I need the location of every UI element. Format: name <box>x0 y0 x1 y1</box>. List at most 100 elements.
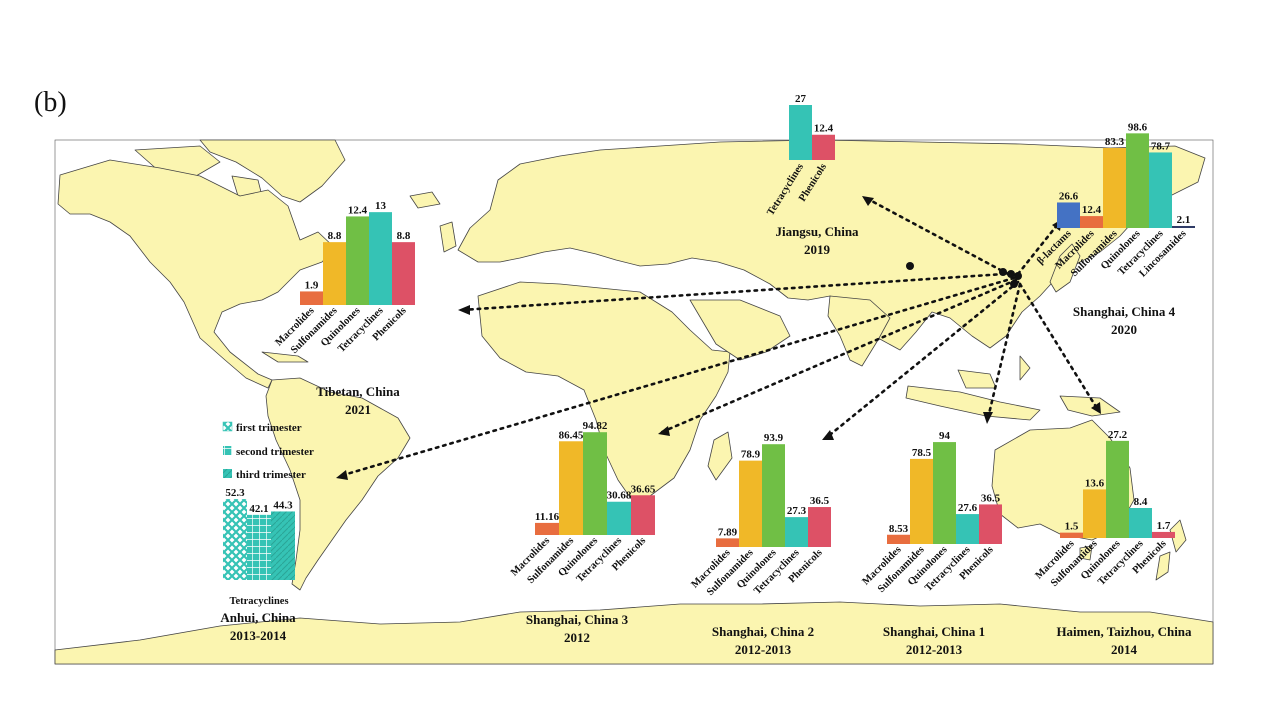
bar-shanghai4-macrolides <box>1080 216 1103 228</box>
legend-swatch-third <box>223 469 232 478</box>
value-label-shanghai4-lactams: 26.6 <box>1059 190 1079 202</box>
land-japan <box>1049 243 1081 293</box>
land-madagascar <box>707 431 733 481</box>
bar-tibetan-sulfonamides <box>323 242 346 305</box>
value-label-shanghai1-tetracyclines: 27.6 <box>958 502 978 514</box>
bar-shanghai4-tetracyclines <box>1149 152 1172 228</box>
legend-swatch-second <box>223 446 232 455</box>
bar-haimen-macrolides <box>1060 532 1083 538</box>
land-new-zealand <box>1155 519 1187 581</box>
bar-shanghai3-phenicols <box>631 495 655 535</box>
bar-tibetan-macrolides <box>300 291 323 305</box>
bar-shanghai4-quinolones <box>1126 133 1149 228</box>
location-label-tibetan: Tibetan, China <box>316 384 400 399</box>
value-label-shanghai4-lincosamides: 2.1 <box>1177 214 1191 226</box>
location-label-shanghai2: Shanghai, China 2 <box>712 624 814 639</box>
land-tasmania <box>1079 545 1093 561</box>
bar-shanghai1-macrolides <box>887 534 910 544</box>
source-dot-shanghai-c <box>1014 272 1022 280</box>
bar-shanghai3-quinolones <box>583 432 607 535</box>
value-label-anhui-second-trimester: 42.1 <box>249 503 268 515</box>
bar-shanghai2-quinolones <box>762 444 785 547</box>
land-caribbean <box>261 351 309 363</box>
source-dots <box>906 262 1022 288</box>
bar-haimen-phenicols <box>1152 531 1175 538</box>
land-africa <box>477 281 731 501</box>
legend-label-second: second trimester <box>236 446 314 458</box>
arrow-to-shanghai1 <box>986 282 1022 420</box>
value-label-tibetan-macrolides: 1.9 <box>305 279 319 291</box>
value-label-shanghai2-macrolides: 7.89 <box>718 526 738 538</box>
value-label-shanghai1-sulfonamides: 78.5 <box>912 447 932 459</box>
arrow-heads <box>336 196 1101 480</box>
bar-shanghai4-lactams <box>1057 202 1080 228</box>
bar-anhui-first-trimester <box>223 499 247 580</box>
value-label-shanghai4-tetracyclines: 78.7 <box>1151 140 1171 152</box>
location-label-anhui: Anhui, China <box>220 610 296 625</box>
world-map <box>54 139 1214 665</box>
land-greenland <box>199 139 346 203</box>
value-label-anhui-first-trimester: 52.3 <box>225 487 245 499</box>
value-label-haimen-quinolones: 27.2 <box>1108 429 1128 441</box>
location-label-shanghai1: Shanghai, China 1 <box>883 624 985 639</box>
value-label-tibetan-sulfonamides: 8.8 <box>328 230 342 242</box>
location-label-shanghai4: Shanghai, China 4 <box>1073 304 1176 319</box>
value-label-shanghai3-macrolides: 11.16 <box>535 511 560 523</box>
bar-shanghai2-phenicols <box>808 507 831 547</box>
source-dot-jiangsu <box>906 262 914 270</box>
value-label-shanghai3-phenicols: 36.65 <box>631 483 656 495</box>
year-label-shanghai1: 2012-2013 <box>906 642 963 657</box>
value-label-shanghai1-phenicols: 36.5 <box>981 492 1001 504</box>
bar-haimen-sulfonamides <box>1083 489 1106 538</box>
bar-shanghai1-sulfonamides <box>910 458 933 544</box>
arrowhead-shanghai3 <box>658 426 670 436</box>
value-label-tibetan-phenicols: 8.8 <box>397 230 411 242</box>
arrow-to-jiangsu <box>864 196 1010 276</box>
arrowhead-jiangsu <box>862 196 874 206</box>
bar-haimen-tetracyclines <box>1129 508 1152 538</box>
value-label-anhui-third-trimester: 44.3 <box>273 499 293 511</box>
value-label-shanghai3-tetracyclines: 30.68 <box>607 490 632 502</box>
land-antarctica <box>54 601 1214 665</box>
trimester-legend: first trimester second trimester third t… <box>222 421 314 481</box>
arrowhead-shanghai2 <box>822 430 834 440</box>
location-label-jiangsu: Jiangsu, China <box>775 224 859 239</box>
land-british-isles <box>439 221 457 253</box>
legend-label-third: third trimester <box>236 469 306 481</box>
value-label-jiangsu-phenicols: 12.4 <box>814 123 834 135</box>
year-label-shanghai3: 2012 <box>564 630 590 645</box>
value-label-haimen-macrolides: 1.5 <box>1065 521 1079 533</box>
year-label-tibetan: 2021 <box>345 402 371 417</box>
year-label-shanghai2: 2012-2013 <box>735 642 792 657</box>
land-north-america <box>57 159 336 389</box>
land-south-america <box>265 377 411 591</box>
arrow-to-tibetan <box>460 272 1006 312</box>
location-label-haimen: Haimen, Taizhou, China <box>1056 624 1192 639</box>
arrowhead-haimen <box>1091 402 1101 414</box>
land-eurasia <box>457 139 1206 351</box>
connection-arrows <box>338 196 1100 478</box>
value-label-shanghai1-macrolides: 8.53 <box>889 523 909 535</box>
bar-haimen-quinolones <box>1106 440 1129 538</box>
value-label-shanghai2-quinolones: 93.9 <box>764 432 784 444</box>
bar-anhui-third-trimester <box>271 511 295 580</box>
value-label-shanghai4-quinolones: 98.6 <box>1128 121 1148 133</box>
bar-jiangsu-phenicols <box>812 134 835 160</box>
value-label-shanghai4-macrolides: 12.4 <box>1082 204 1102 216</box>
legend-label-first: first trimester <box>236 422 302 434</box>
bar-shanghai1-phenicols <box>979 504 1002 544</box>
bar-jiangsu-tetracyclines <box>789 105 812 160</box>
value-label-shanghai4-sulfonamides: 83.3 <box>1105 136 1125 148</box>
source-dot-shanghai-a <box>999 268 1007 276</box>
value-label-haimen-sulfonamides: 13.6 <box>1085 477 1105 489</box>
source-dot-anhui <box>1010 280 1018 288</box>
bar-shanghai1-quinolones <box>933 442 956 544</box>
year-label-shanghai4: 2020 <box>1111 322 1137 337</box>
bar-shanghai4-lincosamides <box>1172 225 1195 228</box>
category-label-anhui: Tetracyclines <box>229 596 288 607</box>
value-label-shanghai2-tetracyclines: 27.3 <box>787 505 807 517</box>
land-new-guinea <box>1059 395 1121 417</box>
legend-swatch-first <box>222 421 233 432</box>
